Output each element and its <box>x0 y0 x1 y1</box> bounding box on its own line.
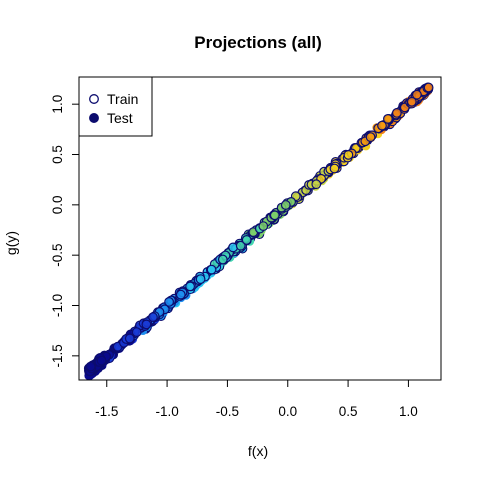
x-tick-label: 0.0 <box>278 404 297 419</box>
train-point <box>96 355 107 366</box>
train-point <box>141 319 152 330</box>
train-point <box>365 132 376 143</box>
train-point <box>412 89 422 100</box>
y-tick-label: 0.0 <box>50 195 65 214</box>
y-tick-label: -0.5 <box>50 244 65 267</box>
legend-test-marker <box>89 113 99 123</box>
train-point <box>235 240 246 251</box>
y-axis: -1.5 -1.0 -0.5 0.0 0.5 1.0 <box>50 95 80 367</box>
x-axis-label: f(x) <box>248 443 268 459</box>
train-point <box>329 163 340 174</box>
x-tick-label: -1.0 <box>155 404 178 419</box>
x-axis: -1.5 -1.0 -0.5 0.0 0.5 1.0 <box>95 379 418 419</box>
x-tick-label: -1.5 <box>95 404 118 419</box>
train-point <box>148 312 158 323</box>
y-tick-label: 0.5 <box>50 145 65 164</box>
legend-train-marker <box>89 94 99 104</box>
chart-title: Projections (all) <box>194 33 322 52</box>
train-point <box>258 221 269 232</box>
x-tick-label: -0.5 <box>216 404 239 419</box>
legend: Train Test <box>78 76 153 137</box>
train-point <box>423 82 434 93</box>
train-point <box>131 327 142 338</box>
train-point <box>377 120 387 131</box>
train-point <box>343 149 354 160</box>
train-point <box>124 333 135 344</box>
train-point <box>85 361 96 372</box>
train-point <box>195 274 206 285</box>
train-point <box>241 234 252 245</box>
train-point <box>311 179 322 190</box>
train-point <box>185 281 196 292</box>
train-point <box>175 289 186 300</box>
y-tick-label: -1.0 <box>50 294 65 317</box>
points-layer <box>83 82 434 381</box>
train-point <box>383 113 393 124</box>
train-point <box>280 200 291 210</box>
train-point <box>406 96 417 107</box>
legend-train-label: Train <box>107 91 138 107</box>
y-axis-label: g(y) <box>3 231 19 255</box>
train-point <box>217 254 228 265</box>
y-tick-label: -1.5 <box>50 344 65 367</box>
train-point <box>269 210 280 221</box>
legend-test-label: Test <box>107 110 133 126</box>
x-tick-label: 1.0 <box>399 404 418 419</box>
train-point <box>392 107 402 118</box>
legend-box <box>78 76 153 137</box>
train-point <box>164 297 175 307</box>
x-tick-label: 0.5 <box>339 404 358 419</box>
y-tick-label: 1.0 <box>50 95 65 114</box>
train-point <box>206 264 217 275</box>
